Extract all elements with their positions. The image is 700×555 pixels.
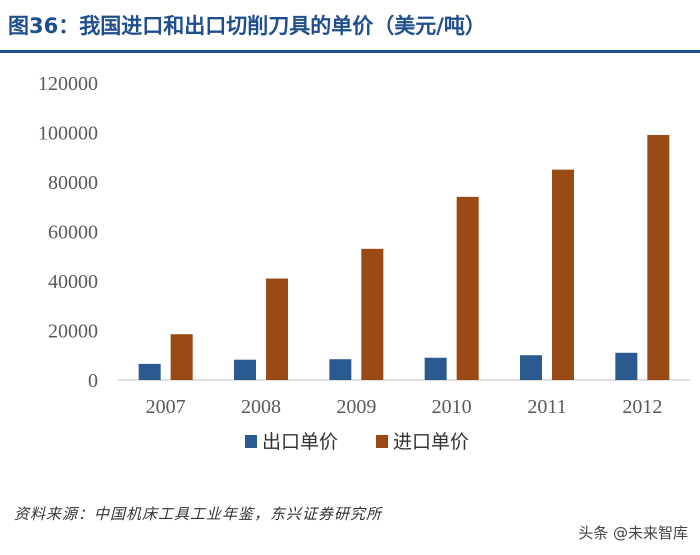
bars (138, 134, 670, 380)
watermark: 头条 @未来智库 (578, 524, 688, 542)
y-tick-label: 60000 (48, 222, 98, 244)
legend-label-import: 进口单价 (393, 431, 469, 453)
y-tick-label: 80000 (48, 172, 98, 194)
legend: 出口单价 进口单价 (245, 431, 469, 453)
y-tick-label: 120000 (38, 73, 98, 95)
bar-export-2011 (520, 355, 542, 380)
bar-import-2012 (647, 134, 670, 380)
x-tick-label: 2011 (527, 396, 566, 418)
bar-export-2009 (329, 359, 352, 380)
x-tick-label: 2010 (432, 396, 472, 418)
y-tick-label: 100000 (38, 123, 98, 145)
x-tick-label: 2008 (241, 396, 281, 418)
x-axis-ticks: 2007 2008 2009 2010 2011 2012 (146, 396, 663, 418)
bar-import-2010 (456, 196, 479, 380)
bar-export-2010 (424, 357, 447, 380)
y-axis-ticks: 0 20000 40000 60000 80000 100000 120000 (38, 73, 98, 392)
bar-export-2012 (615, 352, 638, 380)
bar-export-2008 (234, 359, 256, 380)
bar-import-2008 (266, 278, 288, 380)
y-tick-label: 0 (88, 370, 98, 392)
bar-import-2007 (170, 334, 193, 380)
bar-export-2007 (138, 363, 161, 380)
bar-import-2009 (361, 248, 384, 380)
title-divider (0, 50, 700, 53)
x-tick-label: 2012 (622, 396, 662, 418)
legend-swatch-import (376, 435, 388, 448)
legend-swatch-export (245, 435, 257, 448)
y-tick-label: 40000 (48, 271, 98, 293)
source-note: 资料来源：中国机床工具工业年鉴，东兴证券研究所 (14, 505, 383, 523)
x-tick-label: 2009 (336, 396, 376, 418)
y-tick-label: 20000 (48, 321, 98, 343)
bar-import-2011 (552, 169, 574, 380)
x-tick-label: 2007 (146, 396, 186, 418)
legend-label-export: 出口单价 (262, 431, 338, 453)
figure-title: 图36：我国进口和出口切削刀具的单价（美元/吨） (8, 14, 486, 38)
